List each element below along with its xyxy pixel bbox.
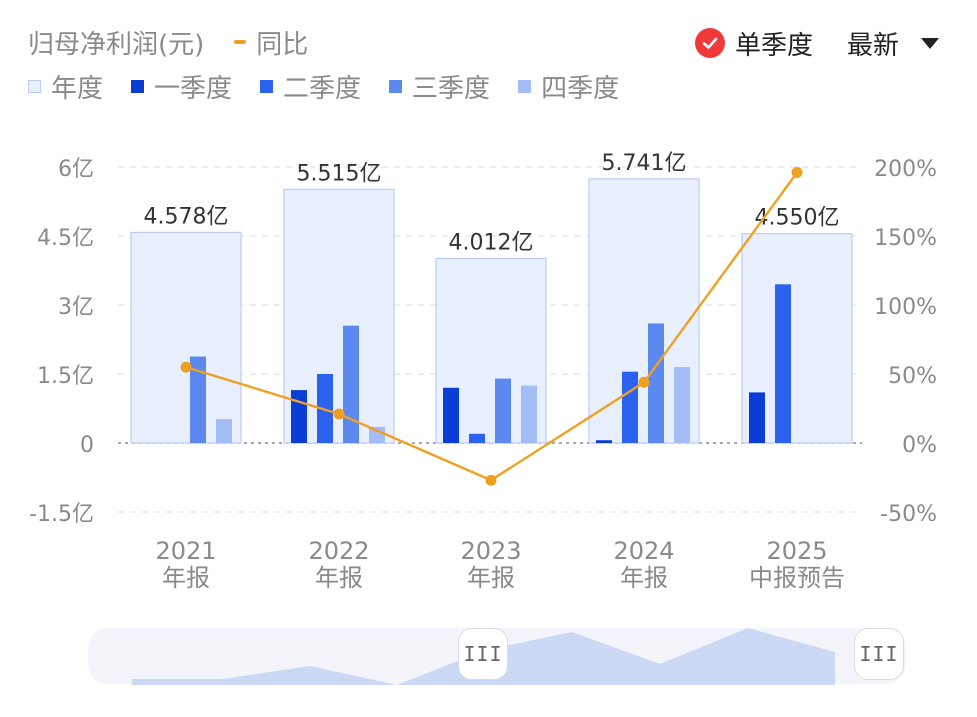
single-quarter-toggle[interactable]: 单季度 [734, 30, 813, 61]
x-tick-report: 年报 [315, 564, 363, 592]
legend-swatch [389, 79, 403, 93]
annual-bar-label: 5.741亿 [602, 151, 687, 176]
slider-left-handle[interactable]: III [458, 628, 508, 680]
check-icon[interactable] [694, 28, 725, 58]
yoy-point [638, 376, 650, 388]
legend-label: 一季度 [154, 73, 233, 104]
legend-label: 二季度 [283, 73, 362, 104]
quarter-bar-1 [443, 387, 459, 443]
legend-item-annual[interactable]: 年度 [28, 68, 103, 105]
y-left-tick-label: 3亿 [58, 295, 94, 320]
x-tick-year: 2024 [613, 537, 674, 565]
y-left-tick-label: 0 [80, 433, 94, 458]
metric-label: 归母净利润(元) [28, 29, 205, 60]
sort-dropdown-label[interactable]: 最新 [846, 30, 899, 61]
legend-swatch [28, 79, 41, 93]
quarter-bar-3 [648, 323, 664, 443]
quarter-bar-1 [291, 390, 307, 443]
x-tick-year: 2021 [155, 537, 216, 565]
legend-swatch [518, 79, 532, 93]
x-tick-year: 2025 [766, 537, 827, 565]
legend: 年度 一季度 二季度 三季度 四季度 [28, 68, 647, 104]
quarter-bar-2 [775, 284, 791, 443]
y-right-tick-label: 100% [874, 295, 937, 320]
legend-item-q1[interactable]: 一季度 [131, 68, 232, 105]
annual-bar-label: 4.578亿 [144, 204, 229, 229]
legend-item-q2[interactable]: 二季度 [260, 68, 361, 105]
chart-header: 归母净利润(元) 同比 [28, 24, 308, 60]
yoy-point [333, 408, 345, 420]
legend-label: 三季度 [412, 73, 491, 104]
x-tick-year: 2023 [460, 537, 521, 565]
y-left-tick-label: 6亿 [58, 157, 94, 182]
y-left-tick-label: 1.5亿 [37, 364, 94, 389]
annual-bar [130, 231, 242, 444]
legend-label: 四季度 [541, 73, 620, 104]
legend-item-q3[interactable]: 三季度 [389, 68, 490, 105]
quarter-bar-3 [343, 325, 359, 443]
annual-bar-label: 5.515亿 [297, 161, 382, 186]
yoy-legend-label: 同比 [256, 29, 309, 60]
annual-bar-label: 4.550亿 [755, 206, 840, 231]
quarter-bar-4 [521, 385, 537, 443]
quarter-bar-3 [495, 378, 511, 443]
x-tick-report: 年报 [467, 564, 515, 592]
quarter-bar-4 [369, 426, 385, 443]
y-right-tick-label: 0% [902, 433, 937, 458]
x-tick-report: 年报 [162, 564, 210, 592]
dropdown-caret-icon[interactable] [921, 37, 939, 49]
quarter-bar-1 [749, 392, 765, 443]
chart-controls: 单季度 最新 [694, 24, 939, 62]
yoy-legend-marker [234, 40, 247, 44]
legend-swatch [131, 79, 145, 93]
y-right-tick-label: 50% [888, 364, 937, 389]
x-tick-year: 2022 [308, 537, 369, 565]
y-right-tick-label: 200% [874, 157, 937, 182]
legend-item-q4[interactable]: 四季度 [518, 68, 619, 105]
quarter-bar-2 [622, 371, 638, 443]
quarter-bar-2 [469, 433, 485, 443]
annual-bar-label: 4.012亿 [449, 230, 534, 255]
yoy-point [791, 167, 803, 179]
yoy-point [485, 474, 497, 486]
x-tick-report: 中报预告 [749, 564, 845, 592]
y-left-tick-label: 4.5亿 [37, 226, 94, 251]
y-right-tick-label: 150% [874, 226, 937, 251]
x-tick-report: 年报 [620, 564, 668, 592]
legend-label: 年度 [51, 73, 104, 104]
legend-swatch [260, 79, 274, 93]
quarter-bar-4 [674, 367, 690, 443]
quarter-bar-3 [190, 356, 206, 443]
y-left-tick-label: -1.5亿 [29, 502, 94, 527]
yoy-point [180, 361, 192, 373]
quarter-bar-4 [216, 419, 232, 443]
slider-right-handle[interactable]: III [854, 628, 904, 680]
quarter-bar-1 [596, 440, 612, 443]
y-right-tick-label: -50% [880, 502, 937, 527]
